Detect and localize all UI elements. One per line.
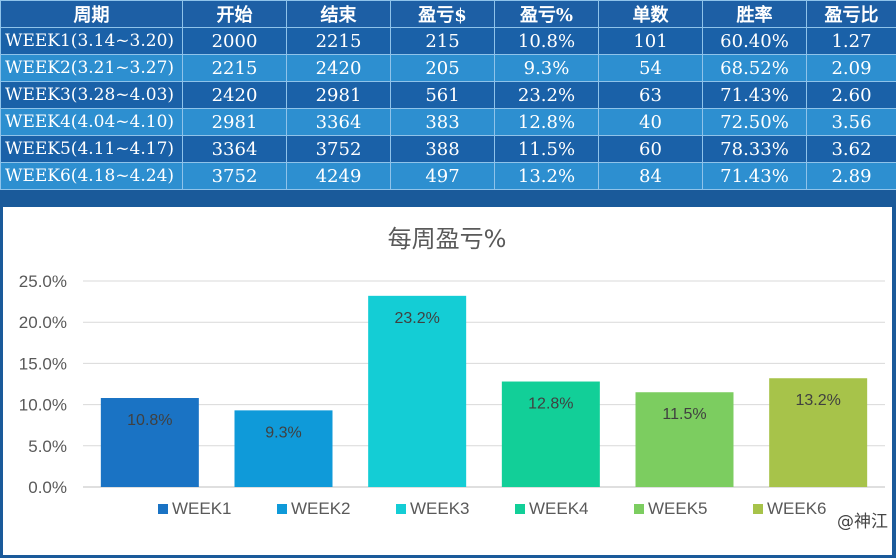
cell-trade-count: 54 [598, 54, 703, 82]
y-tick-label: 20.0% [19, 313, 67, 332]
weekly-stats-table: 周期 开始 结束 盈亏$ 盈亏% 单数 胜率 盈亏比 WEEK1(3.14~3.… [0, 0, 896, 190]
header-win-rate: 胜率 [702, 0, 807, 28]
cell-pnl-percent: 9.3% [494, 54, 599, 82]
cell-pnl-amount: 383 [390, 108, 495, 136]
legend-swatch [396, 504, 406, 514]
cell-end: 2420 [286, 54, 391, 82]
y-tick-label: 10.0% [19, 396, 67, 415]
legend-label: WEEK5 [648, 499, 708, 518]
cell-start: 2000 [182, 27, 287, 55]
cell-end: 3364 [286, 108, 391, 136]
cell-start: 3752 [182, 162, 287, 190]
data-label: 9.3% [265, 424, 301, 441]
watermark: @神江 [837, 512, 888, 532]
cell-trade-count: 40 [598, 108, 703, 136]
cell-profit-loss-ratio: 1.27 [806, 27, 896, 55]
y-tick-label: 0.0% [28, 478, 67, 497]
bar-week3 [368, 295, 467, 487]
bar-week5 [635, 392, 734, 487]
chart-panel: 每周盈亏% 0.0% 5.0% 10.0% 15.0% 20.0% 25.0% 10.8%… [3, 207, 892, 555]
header-start: 开始 [182, 0, 287, 28]
cell-profit-loss-ratio: 3.62 [806, 135, 896, 163]
table-row: WEEK6(4.18~4.24) 3752 4249 497 13.2% 84 … [0, 162, 896, 190]
y-tick-label: 25.0% [19, 272, 67, 291]
bar-week1 [100, 398, 199, 487]
table-row: WEEK3(3.28~4.03) 2420 2981 561 23.2% 63 … [0, 81, 896, 109]
bar-week6 [769, 378, 868, 487]
table-row: WEEK4(4.04~4.10) 2981 3364 383 12.8% 40 … [0, 108, 896, 136]
legend-label: WEEK2 [291, 499, 351, 518]
cell-pnl-amount: 561 [390, 81, 495, 109]
header-trade-count: 单数 [598, 0, 703, 28]
cell-start: 2981 [182, 108, 287, 136]
data-label: 12.8% [528, 396, 573, 413]
cell-period: WEEK4(4.04~4.10) [0, 108, 183, 136]
cell-start: 2215 [182, 54, 287, 82]
cell-pnl-amount: 497 [390, 162, 495, 190]
bar-week4 [501, 381, 600, 487]
cell-end: 3752 [286, 135, 391, 163]
cell-profit-loss-ratio: 3.56 [806, 108, 896, 136]
cell-pnl-percent: 11.5% [494, 135, 599, 163]
cell-profit-loss-ratio: 2.09 [806, 54, 896, 82]
cell-pnl-percent: 23.2% [494, 81, 599, 109]
cell-pnl-percent: 10.8% [494, 27, 599, 55]
header-period: 周期 [0, 0, 183, 28]
data-label: 11.5% [662, 406, 706, 423]
header-pnl-percent: 盈亏% [494, 0, 599, 28]
cell-win-rate: 78.33% [702, 135, 807, 163]
table-header-row: 周期 开始 结束 盈亏$ 盈亏% 单数 胜率 盈亏比 [0, 0, 896, 28]
cell-start: 2420 [182, 81, 287, 109]
cell-period: WEEK2(3.21~3.27) [0, 54, 183, 82]
bar-week2 [234, 410, 333, 487]
cell-trade-count: 84 [598, 162, 703, 190]
cell-profit-loss-ratio: 2.89 [806, 162, 896, 190]
cell-pnl-amount: 205 [390, 54, 495, 82]
cell-period: WEEK1(3.14~3.20) [0, 27, 183, 55]
cell-period: WEEK5(4.11~4.17) [0, 135, 183, 163]
weekly-pnl-bar-chart: 每周盈亏% 0.0% 5.0% 10.0% 15.0% 20.0% 25.0% 10.8%… [19, 225, 888, 532]
cell-profit-loss-ratio: 2.60 [806, 81, 896, 109]
table-row: WEEK2(3.21~3.27) 2215 2420 205 9.3% 54 6… [0, 54, 896, 82]
legend-swatch [753, 504, 763, 514]
cell-pnl-percent: 12.8% [494, 108, 599, 136]
cell-win-rate: 60.40% [702, 27, 807, 55]
cell-end: 2215 [286, 27, 391, 55]
cell-end: 2981 [286, 81, 391, 109]
y-tick-label: 5.0% [28, 437, 67, 456]
cell-win-rate: 68.52% [702, 54, 807, 82]
cell-pnl-amount: 215 [390, 27, 495, 55]
cell-trade-count: 63 [598, 81, 703, 109]
legend-label: WEEK4 [529, 499, 589, 518]
cell-trade-count: 101 [598, 27, 703, 55]
header-pnl-amount: 盈亏$ [390, 0, 495, 28]
legend-label: WEEK3 [410, 499, 470, 518]
legend-label: WEEK6 [767, 499, 827, 518]
cell-end: 4249 [286, 162, 391, 190]
cell-win-rate: 71.43% [702, 162, 807, 190]
table-row: WEEK1(3.14~3.20) 2000 2215 215 10.8% 101… [0, 27, 896, 55]
cell-trade-count: 60 [598, 135, 703, 163]
bottom-strip [0, 555, 896, 558]
y-tick-label: 15.0% [19, 354, 67, 373]
data-label: 13.2% [795, 392, 840, 409]
cell-period: WEEK6(4.18~4.24) [0, 162, 183, 190]
legend-swatch [634, 504, 644, 514]
cell-pnl-amount: 388 [390, 135, 495, 163]
legend-swatch [158, 504, 168, 514]
cell-win-rate: 71.43% [702, 81, 807, 109]
legend-label: WEEK1 [172, 499, 232, 518]
cell-pnl-percent: 13.2% [494, 162, 599, 190]
header-end: 结束 [286, 0, 391, 28]
legend-swatch [277, 504, 287, 514]
cell-start: 3364 [182, 135, 287, 163]
cell-win-rate: 72.50% [702, 108, 807, 136]
data-label: 23.2% [394, 310, 439, 327]
data-label: 10.8% [127, 412, 172, 429]
chart-title: 每周盈亏% [388, 225, 507, 253]
cell-period: WEEK3(3.28~4.03) [0, 81, 183, 109]
legend-swatch [515, 504, 525, 514]
table-row: WEEK5(4.11~4.17) 3364 3752 388 11.5% 60 … [0, 135, 896, 163]
header-profit-loss-ratio: 盈亏比 [806, 0, 896, 28]
